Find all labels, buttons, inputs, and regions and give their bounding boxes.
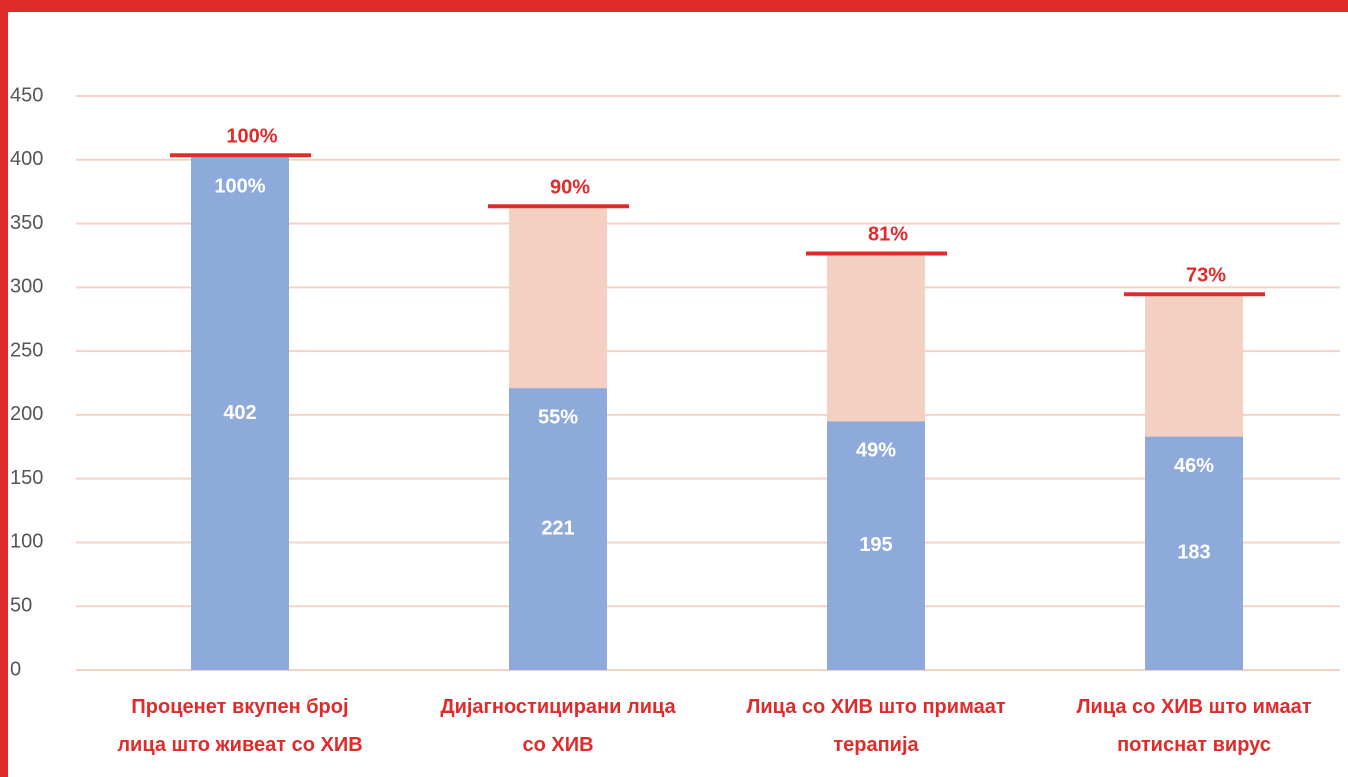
x-tick-label: Дијагностицирани лица со ХИВ [440,696,676,756]
share-label: 100% [214,176,265,198]
y-tick-label: 200 [10,403,43,425]
y-tick-label: 250 [10,339,43,361]
y-tick-label: 350 [10,212,43,234]
bar-segment [827,255,925,422]
value-label: 221 [541,517,574,539]
bar-segment [1145,296,1243,437]
bar-segment [191,157,289,670]
share-label: 46% [1174,455,1214,477]
y-tick-label: 50 [10,595,32,617]
value-label: 183 [1177,542,1210,564]
value-label: 402 [223,402,256,424]
value-label: 195 [859,534,892,556]
target-label: 100% [226,126,277,148]
y-tick-label: 300 [10,276,43,298]
bar-segment [509,388,607,670]
x-tick-label: Лица со ХИВ што примаат терапија [746,696,1006,756]
share-label: 55% [538,406,578,428]
bar-segment [827,421,925,670]
x-tick-label: Проценет вкупен број лица што живеат со … [117,696,363,756]
y-tick-label: 400 [10,148,43,170]
y-tick-label: 450 [10,84,43,106]
target-label: 73% [1186,265,1226,287]
top-border [0,0,1348,12]
x-tick-label: Лица со ХИВ што имаат потиснат вирус [1076,696,1312,756]
y-tick-label: 100 [10,531,43,553]
bar-segment [509,208,607,389]
target-label: 81% [868,224,908,246]
share-label: 49% [856,440,896,462]
left-border [0,0,8,777]
bar-segment [1145,436,1243,670]
target-label: 90% [550,177,590,199]
y-tick-label: 150 [10,467,43,489]
y-tick-label: 0 [10,658,21,680]
